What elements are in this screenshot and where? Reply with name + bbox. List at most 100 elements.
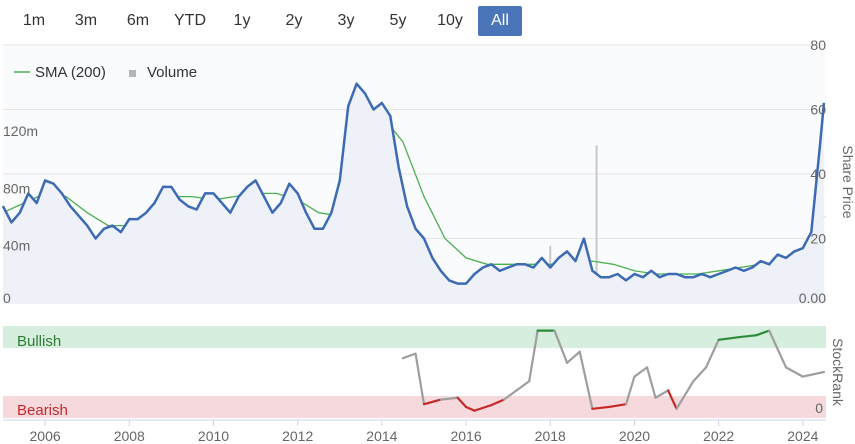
x-tick-label: 2016	[450, 428, 481, 444]
range-button-1m[interactable]: 1m	[22, 12, 46, 29]
range-button-3m[interactable]: 3m	[74, 12, 98, 29]
price-point	[440, 270, 442, 272]
stockrank-tick-label: 0	[815, 400, 823, 416]
x-tick-label: 2012	[282, 428, 313, 444]
price-point	[187, 205, 189, 207]
range-button-10y[interactable]: 10y	[437, 12, 463, 29]
price-point	[499, 270, 501, 272]
stockrank-segment	[464, 405, 476, 412]
price-point	[347, 105, 349, 107]
price-point	[701, 273, 703, 275]
range-button-1y[interactable]: 1y	[233, 12, 251, 29]
price-point	[583, 237, 585, 240]
price-point	[625, 279, 627, 282]
price-point	[95, 237, 97, 240]
volume-tick-label: 120m	[3, 123, 38, 139]
price-point	[254, 179, 257, 182]
price-point	[389, 115, 391, 117]
price-point	[86, 225, 88, 227]
price-point	[288, 183, 290, 185]
stockrank-segment	[624, 375, 636, 406]
price-point	[591, 270, 593, 272]
price-point	[659, 276, 661, 278]
price-point	[793, 250, 796, 252]
price-point	[330, 212, 332, 214]
range-button-5y[interactable]: 5y	[389, 12, 407, 29]
stockrank-axis-title: StockRank	[830, 338, 846, 407]
x-tick-label: 2018	[535, 428, 566, 444]
price-point	[2, 205, 4, 207]
price-point	[490, 263, 492, 265]
range-button-2y[interactable]: 2y	[285, 12, 303, 29]
price-point	[196, 208, 198, 211]
price-point	[398, 166, 400, 169]
price-point	[137, 218, 139, 220]
price-point	[179, 199, 181, 201]
stockrank-segment	[473, 404, 493, 412]
price-point	[465, 283, 467, 285]
price-axis-title: Share Price	[840, 145, 855, 218]
x-tick-label: 2008	[114, 428, 145, 444]
price-point	[558, 257, 560, 259]
stockrank-segment	[591, 405, 611, 410]
price-point	[726, 270, 728, 272]
price-point	[524, 263, 526, 265]
x-tick-label: 2006	[30, 428, 61, 444]
price-tick-label: 40	[810, 166, 826, 182]
price-point	[372, 108, 375, 111]
price-point	[78, 215, 80, 217]
price-point	[61, 192, 63, 194]
price-point	[675, 273, 678, 275]
legend-sma-label[interactable]: SMA (200)	[35, 64, 106, 81]
price-tick-label: 60	[810, 102, 826, 118]
price-point	[667, 273, 669, 275]
price-point	[482, 266, 484, 269]
stockrank-segment	[515, 380, 531, 392]
price-point	[566, 250, 568, 252]
stockrank-segment	[502, 389, 518, 401]
price-point	[617, 273, 619, 275]
x-tick-label: 2014	[366, 428, 397, 444]
price-point	[221, 202, 223, 204]
price-point	[414, 228, 417, 230]
price-point	[128, 218, 130, 220]
stockrank-segment	[553, 329, 569, 364]
stockrank-segment	[633, 366, 649, 378]
price-point	[153, 202, 156, 204]
range-button-ytd[interactable]: YTD	[174, 12, 206, 29]
price-tick-label: 20	[810, 231, 826, 247]
legend-volume-swatch[interactable]	[129, 70, 136, 77]
range-button-6m[interactable]: 6m	[126, 12, 150, 29]
stockrank-segment	[738, 334, 758, 339]
price-point	[650, 270, 652, 272]
price-point	[10, 221, 13, 223]
price-point	[642, 276, 644, 278]
price-point	[600, 276, 602, 278]
price-point	[52, 183, 55, 185]
bearish-zone	[3, 396, 826, 418]
price-point	[802, 247, 804, 249]
price-point	[145, 212, 147, 214]
price-point	[69, 205, 71, 207]
price-point	[515, 263, 518, 265]
range-button-all[interactable]: All	[478, 6, 522, 36]
legend-volume-label[interactable]: Volume	[147, 64, 197, 81]
price-point	[356, 83, 358, 85]
price-point	[823, 102, 825, 104]
price-point	[819, 147, 821, 149]
price-point	[238, 195, 240, 198]
price-point	[120, 231, 122, 233]
stockrank-segment	[667, 389, 678, 410]
price-point	[574, 260, 577, 262]
range-button-3y[interactable]: 3y	[337, 12, 355, 29]
price-point	[103, 228, 105, 230]
price-point	[541, 257, 543, 259]
price-point	[431, 257, 433, 259]
price-point	[111, 225, 114, 227]
range-selector: 1m 3m 6m YTD 1y 2y 3y 5y 10y All	[0, 0, 540, 40]
price-point	[473, 273, 476, 275]
price-point	[44, 179, 46, 182]
volume-tick-label: 40m	[3, 238, 30, 254]
price-point	[810, 231, 812, 233]
